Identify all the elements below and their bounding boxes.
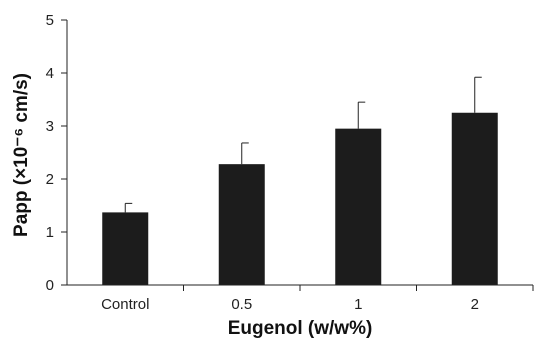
- y-tick-label: 0: [46, 277, 54, 294]
- x-tick-label: Control: [101, 296, 149, 313]
- x-tick-label: 2: [471, 296, 479, 313]
- error-bars-group: [124, 76, 482, 213]
- x-axis-title: Eugenol (w/w%): [228, 318, 373, 339]
- x-tick-label: 0.5: [231, 296, 252, 313]
- bar-1: [335, 128, 382, 285]
- x-tick-label: 1: [354, 296, 362, 313]
- bars-group: [102, 112, 498, 285]
- bar-control: [102, 212, 149, 285]
- y-tick-label: 5: [46, 12, 54, 29]
- y-tick-label: 1: [46, 224, 54, 241]
- bar-2: [451, 112, 498, 285]
- y-tick-label: 2: [46, 171, 54, 188]
- y-axis-title: Papp (×10⁻⁶ cm/s): [11, 73, 32, 237]
- y-tick-label: 3: [46, 118, 54, 135]
- x-axis-ticks: Control 0.5 1 2: [101, 285, 534, 313]
- y-tick-label: 4: [46, 65, 54, 82]
- bar-0-5: [218, 164, 265, 285]
- y-axis-ticks: 0 1 2 3 4 5: [46, 12, 67, 294]
